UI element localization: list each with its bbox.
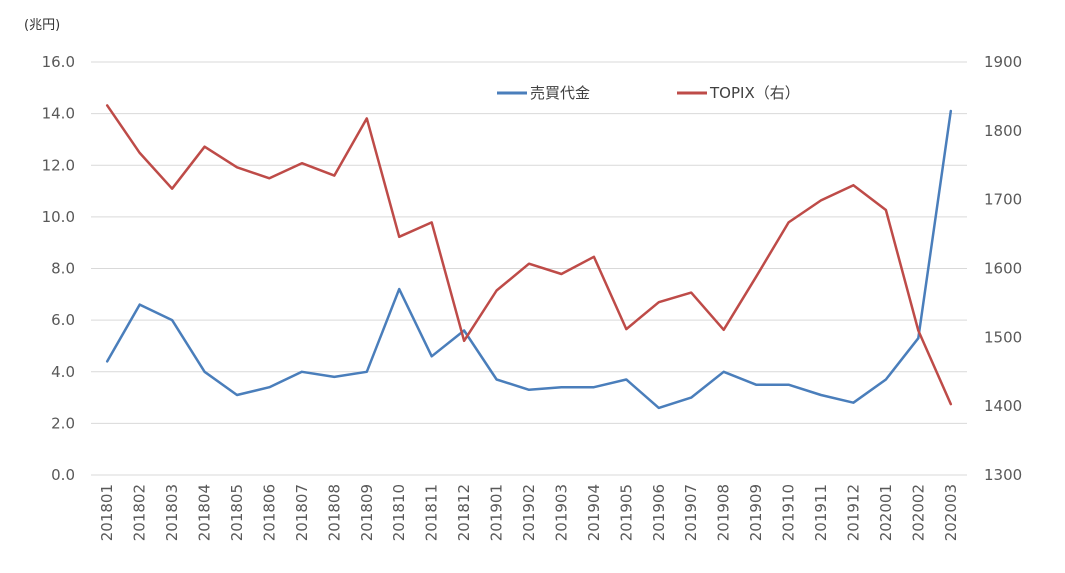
y-right-tick-label: 1400 bbox=[984, 397, 1022, 415]
y-left-tick-label: 0.0 bbox=[51, 466, 75, 484]
x-tick-label: 201903 bbox=[552, 484, 570, 541]
x-tick-label: 201812 bbox=[455, 484, 473, 541]
y-right-tick-label: 1800 bbox=[984, 122, 1022, 140]
legend-label-sales: 売買代金 bbox=[530, 84, 590, 102]
y-left-tick-label: 6.0 bbox=[51, 311, 75, 329]
x-tick-label: 201808 bbox=[325, 484, 343, 541]
x-tick-label: 201801 bbox=[98, 484, 116, 541]
x-axis: 201801 201802 201803 201804 201805 201806 2018… bbox=[98, 484, 960, 541]
x-tick-label: 201906 bbox=[650, 484, 668, 541]
x-tick-label: 201909 bbox=[747, 484, 765, 541]
y-left-tick-label: 4.0 bbox=[51, 363, 75, 381]
x-tick-label: 201905 bbox=[617, 484, 635, 541]
y-axis-left: 0.0 2.0 4.0 6.0 8.0 10.0 12.0 14.0 16.0 bbox=[42, 53, 75, 484]
x-tick-label: 201806 bbox=[260, 484, 278, 541]
y-right-tick-label: 1500 bbox=[984, 328, 1022, 346]
x-tick-label: 201805 bbox=[228, 484, 246, 541]
x-tick-label: 201904 bbox=[585, 484, 603, 541]
x-tick-label: 201802 bbox=[131, 484, 149, 541]
x-tick-label: 201902 bbox=[520, 484, 538, 541]
x-tick-label: 202003 bbox=[942, 484, 960, 541]
y-right-tick-label: 1300 bbox=[984, 466, 1022, 484]
x-tick-label: 201912 bbox=[844, 484, 862, 541]
gridlines bbox=[91, 61, 967, 476]
x-tick-label: 201910 bbox=[780, 484, 798, 541]
x-tick-label: 201811 bbox=[423, 484, 441, 541]
x-tick-label: 201901 bbox=[488, 484, 506, 541]
y-left-tick-label: 10.0 bbox=[42, 208, 75, 226]
x-tick-label: 202001 bbox=[877, 484, 895, 541]
x-tick-label: 201911 bbox=[812, 484, 830, 541]
legend-label-topix: TOPIX（右） bbox=[709, 84, 800, 102]
x-tick-label: 202002 bbox=[909, 484, 927, 541]
x-tick-label: 201807 bbox=[293, 484, 311, 541]
x-tick-label: 201804 bbox=[196, 484, 214, 541]
y-left-tick-label: 14.0 bbox=[42, 105, 75, 123]
y-left-tick-label: 2.0 bbox=[51, 414, 75, 432]
y-left-tick-label: 16.0 bbox=[42, 53, 75, 71]
x-tick-label: 201810 bbox=[390, 484, 408, 541]
y-left-tick-label: 12.0 bbox=[42, 156, 75, 174]
y-right-tick-label: 1600 bbox=[984, 260, 1022, 278]
y-right-tick-label: 1900 bbox=[984, 53, 1022, 71]
y-right-tick-label: 1700 bbox=[984, 191, 1022, 209]
series-lines bbox=[105, 104, 953, 410]
x-tick-label: 201809 bbox=[358, 484, 376, 541]
x-tick-label: 201908 bbox=[715, 484, 733, 541]
series-line-topix bbox=[105, 104, 953, 406]
series-line-sales bbox=[105, 109, 953, 410]
legend: 売買代金 TOPIX（右） bbox=[497, 84, 800, 102]
x-tick-label: 201803 bbox=[163, 484, 181, 541]
x-tick-label: 201907 bbox=[682, 484, 700, 541]
y-left-tick-label: 8.0 bbox=[51, 260, 75, 278]
y-axis-unit-label: (兆円) bbox=[24, 18, 60, 33]
y-axis-right: 1300 1400 1500 1600 1700 1800 1900 bbox=[984, 53, 1022, 484]
